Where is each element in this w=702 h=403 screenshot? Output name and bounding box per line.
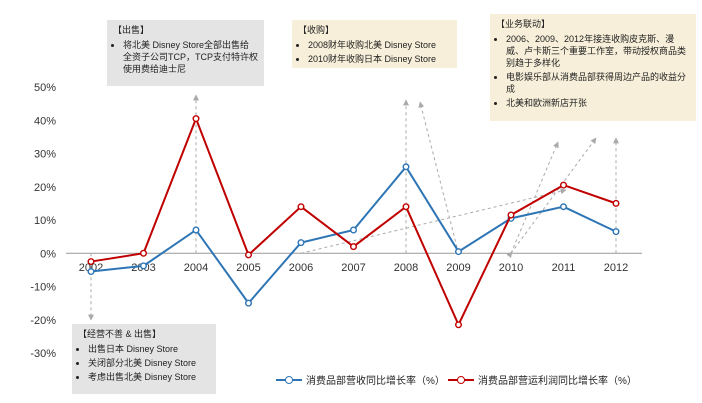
annotation-acquire: 【收购】 2008财年收购北美 Disney Store 2010财年收购日本 … [292, 20, 457, 68]
data-point-s1-2003 [139, 262, 147, 270]
annotation-arrow [418, 101, 459, 254]
annotation-title: 【收购】 [298, 25, 335, 35]
x-tick-label: 2011 [552, 262, 576, 274]
y-tick-label: 50% [34, 82, 56, 94]
annotation-arrow [300, 188, 567, 254]
data-point-s2-2011 [560, 181, 568, 189]
data-point-s1-2009 [455, 248, 463, 256]
x-tick-label: 2006 [289, 262, 313, 274]
annotation-item: 出售日本 Disney Store [88, 343, 210, 355]
data-point-s2-2010 [507, 211, 515, 219]
data-point-s1-2011 [560, 203, 568, 211]
annotation-item: 电影娱乐部从消费品部获得周边产品的收益分成 [506, 71, 690, 95]
legend-swatch-revenue [276, 375, 302, 385]
annotation-arrow [510, 141, 559, 254]
data-point-s2-2005 [244, 251, 252, 259]
legend-revenue: 消费品部营收同比增长率（%） [276, 372, 445, 387]
data-point-s1-2008 [402, 163, 410, 171]
data-point-s1-2002 [87, 268, 95, 276]
x-tick-label: 2005 [236, 262, 260, 274]
annotation-item: 考虑出售北美 Disney Store [88, 371, 210, 383]
data-point-s1-2007 [350, 226, 358, 234]
annotation-synergy: 【业务联动】 2006、2009、2012年接连收购皮克斯、漫威、卢卡斯三个重要… [490, 14, 696, 121]
annotation-item: 2006、2009、2012年接连收购皮克斯、漫威、卢卡斯三个重要工作室，带动授… [506, 33, 690, 69]
data-point-s2-2004 [192, 115, 200, 123]
annotation-item: 关闭部分北美 Disney Store [88, 357, 210, 369]
y-tick-label: -30% [30, 348, 56, 360]
y-tick-label: 0% [40, 248, 56, 260]
x-tick-label: 2009 [446, 262, 470, 274]
annotation-title: 【业务联动】 [496, 19, 551, 29]
annotation-item: 2010财年收购日本 Disney Store [308, 53, 451, 65]
data-point-s1-2006 [297, 239, 305, 247]
annotation-title: 【经营不善 & 出售】 [78, 329, 162, 339]
data-point-s2-2012 [612, 199, 620, 207]
data-point-s2-2007 [350, 243, 358, 251]
y-tick-label: 10% [34, 215, 56, 227]
x-tick-label: 2008 [394, 262, 418, 274]
data-point-s1-2005 [244, 299, 252, 307]
x-tick-label: 2004 [184, 262, 208, 274]
data-point-s2-2006 [297, 203, 305, 211]
y-tick-label: -10% [30, 282, 56, 294]
annotation-arrow [510, 137, 597, 254]
data-point-s2-2009 [455, 321, 463, 329]
x-tick-label: 2010 [499, 262, 523, 274]
y-tick-label: 30% [34, 149, 56, 161]
data-point-s1-2004 [192, 226, 200, 234]
annotation-poor-sell: 【经营不善 & 出售】 出售日本 Disney Store 关闭部分北美 Dis… [72, 324, 216, 394]
x-tick-label: 2012 [604, 262, 628, 274]
legend-label-revenue: 消费品部营收同比增长率（%） [306, 376, 445, 387]
annotation-title: 【出售】 [113, 25, 150, 35]
data-point-s2-2003 [139, 249, 147, 257]
annotation-item: 2008财年收购北美 Disney Store [308, 39, 451, 51]
legend-swatch-profit [448, 375, 474, 385]
y-tick-label: 40% [34, 115, 56, 127]
series-line-2 [90, 115, 617, 328]
data-point-s1-2012 [612, 228, 620, 236]
legend-profit: 消费品部营运利润同比增长率（%） [448, 372, 637, 387]
x-tick-label: 2007 [341, 262, 365, 274]
annotation-item: 将北美 Disney Store全部出售给全资子公司TCP，TCP支付特许权使用… [123, 39, 258, 75]
data-point-s2-2002 [87, 258, 95, 266]
data-point-s2-2008 [402, 203, 410, 211]
annotation-item: 北美和欧洲新店开张 [506, 97, 690, 109]
y-tick-label: -20% [30, 315, 56, 327]
legend-label-profit: 消费品部营运利润同比增长率（%） [478, 376, 637, 387]
annotation-sell: 【出售】 将北美 Disney Store全部出售给全资子公司TCP，TCP支付… [107, 20, 264, 86]
y-tick-label: 20% [34, 182, 56, 194]
